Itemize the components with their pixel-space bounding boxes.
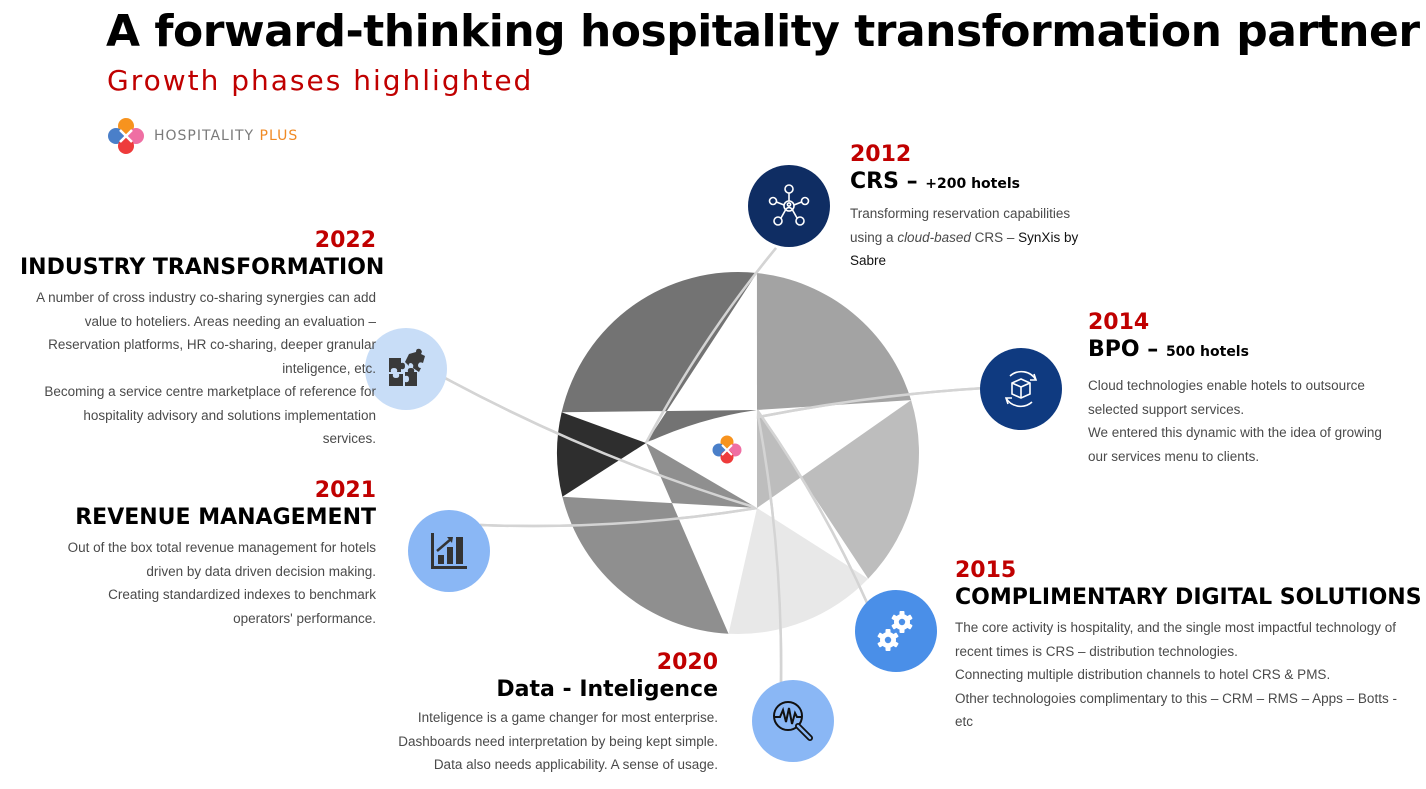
phase-2022-icon-badge <box>365 328 447 410</box>
phase-year: 2015 <box>955 558 1017 583</box>
desc-emphasis: cloud-based <box>897 229 971 245</box>
phase-title: REVENUE MANAGEMENT <box>75 505 376 530</box>
phase-description: Inteligence is a game changer for most e… <box>360 706 718 777</box>
bar-chart-growth-icon <box>431 533 467 569</box>
segment-dividers <box>444 247 986 683</box>
phase-2015: 2015 COMPLIMENTARY DIGITAL SOLUTIONS The… <box>955 558 1422 734</box>
gears-icon <box>877 611 913 651</box>
phase-2015-icon-badge <box>855 590 937 672</box>
segment-2021 <box>557 412 646 497</box>
desc-line: Transforming reservation capabilities <box>850 206 1071 221</box>
phase-2021-icon-badge <box>408 510 490 592</box>
brand-name-main: HOSPITALITY <box>154 128 255 144</box>
desc-line: Connecting multiple distribution channel… <box>955 667 1331 682</box>
desc-line: Becoming a service centre marketplace of… <box>44 384 376 446</box>
connector-2015 <box>755 409 870 606</box>
phase-2014: 2014 BPO – 500 hotels Cloud technologies… <box>1088 310 1398 468</box>
phase-title: CRS – +200 hotels <box>850 168 1110 198</box>
segment-2014 <box>757 400 920 579</box>
desc-line: Other technologoies complimentary to thi… <box>955 690 1397 730</box>
brand-logo-mark-icon <box>108 118 144 154</box>
page-subtitle: Growth phases highlighted <box>107 64 534 97</box>
phase-title: Data - Inteligence <box>496 677 718 702</box>
center-logo-icon <box>712 435 742 464</box>
phase-description: The core activity is hospitality, and th… <box>955 616 1400 734</box>
phase-year: 2014 <box>1088 310 1150 335</box>
page-title: A forward-thinking hospitality transform… <box>106 6 1420 57</box>
brand-name-accent: PLUS <box>259 128 299 144</box>
phase-description: Transforming reservation capabilities us… <box>850 202 1110 273</box>
phase-year: 2021 <box>314 478 376 503</box>
connector-2021 <box>479 506 758 528</box>
desc-line: We entered this dynamic with the idea of… <box>1088 425 1382 464</box>
desc-line: A number of cross industry co-sharing sy… <box>36 290 376 376</box>
connector-2022 <box>444 376 758 510</box>
phase-2020: 2020 Data - Inteligence Inteligence is a… <box>360 650 718 777</box>
phase-2012: 2012 CRS – +200 hotels Transforming rese… <box>850 142 1110 273</box>
desc-line: Creating standardized indexes to benchma… <box>108 587 376 626</box>
desc-line: The core activity is hospitality, and th… <box>955 620 1396 659</box>
phase-description: Cloud technologies enable hotels to outs… <box>1088 374 1398 468</box>
brand-name: HOSPITALITY PLUS <box>154 128 298 144</box>
connector-2020 <box>755 409 783 683</box>
phase-title-main: BPO – <box>1088 337 1159 362</box>
analytics-search-icon <box>773 701 813 741</box>
network-icon <box>768 184 810 226</box>
phase-title-main: CRS – <box>850 169 918 194</box>
phase-2012-icon-badge <box>748 165 830 247</box>
desc-line: Dashboards need interpretation by being … <box>398 733 718 749</box>
desc-line: Cloud technologies enable hotels to outs… <box>1088 378 1365 417</box>
brand-logo: HOSPITALITY PLUS <box>108 118 298 154</box>
phase-description: A number of cross industry co-sharing sy… <box>20 286 376 451</box>
segment-2012 <box>756 272 912 410</box>
phase-title: BPO – 500 hotels <box>1088 336 1398 366</box>
phase-title: INDUSTRY TRANSFORMATION <box>20 255 385 280</box>
desc-line: Inteligence is a game changer for most e… <box>417 710 718 725</box>
phase-2022: 2022 INDUSTRY TRANSFORMATION A number of… <box>20 228 385 451</box>
puzzle-icon <box>389 348 425 386</box>
segment-2015 <box>728 508 869 634</box>
phase-2014-icon-badge <box>980 348 1062 430</box>
phase-title: COMPLIMENTARY DIGITAL SOLUTIONS <box>955 585 1422 610</box>
box-cycle-icon <box>1004 370 1038 408</box>
phase-2021: 2021 REVENUE MANAGEMENT Out of the box t… <box>60 478 376 630</box>
desc-line: CRS – <box>974 229 1015 245</box>
phase-title-count: 500 hotels <box>1165 344 1249 360</box>
desc-line: using a <box>850 229 894 245</box>
phase-year: 2022 <box>314 228 376 253</box>
desc-line: Out of the box total revenue management … <box>67 540 376 579</box>
phase-description: Out of the box total revenue management … <box>60 536 376 630</box>
phase-year: 2012 <box>850 142 912 167</box>
diagram-hub <box>646 410 757 508</box>
diagram-segments <box>557 272 920 634</box>
desc-vendor: SynXis by Sabre <box>850 229 1079 269</box>
phase-year: 2020 <box>656 650 718 675</box>
connector-2012 <box>644 247 777 444</box>
segment-2022 <box>561 272 757 443</box>
phase-title-count: +200 hotels <box>925 176 1020 192</box>
segment-2020 <box>562 443 757 634</box>
desc-line: Data also needs applicability. A sense o… <box>433 757 718 772</box>
phase-2020-icon-badge <box>752 680 834 762</box>
